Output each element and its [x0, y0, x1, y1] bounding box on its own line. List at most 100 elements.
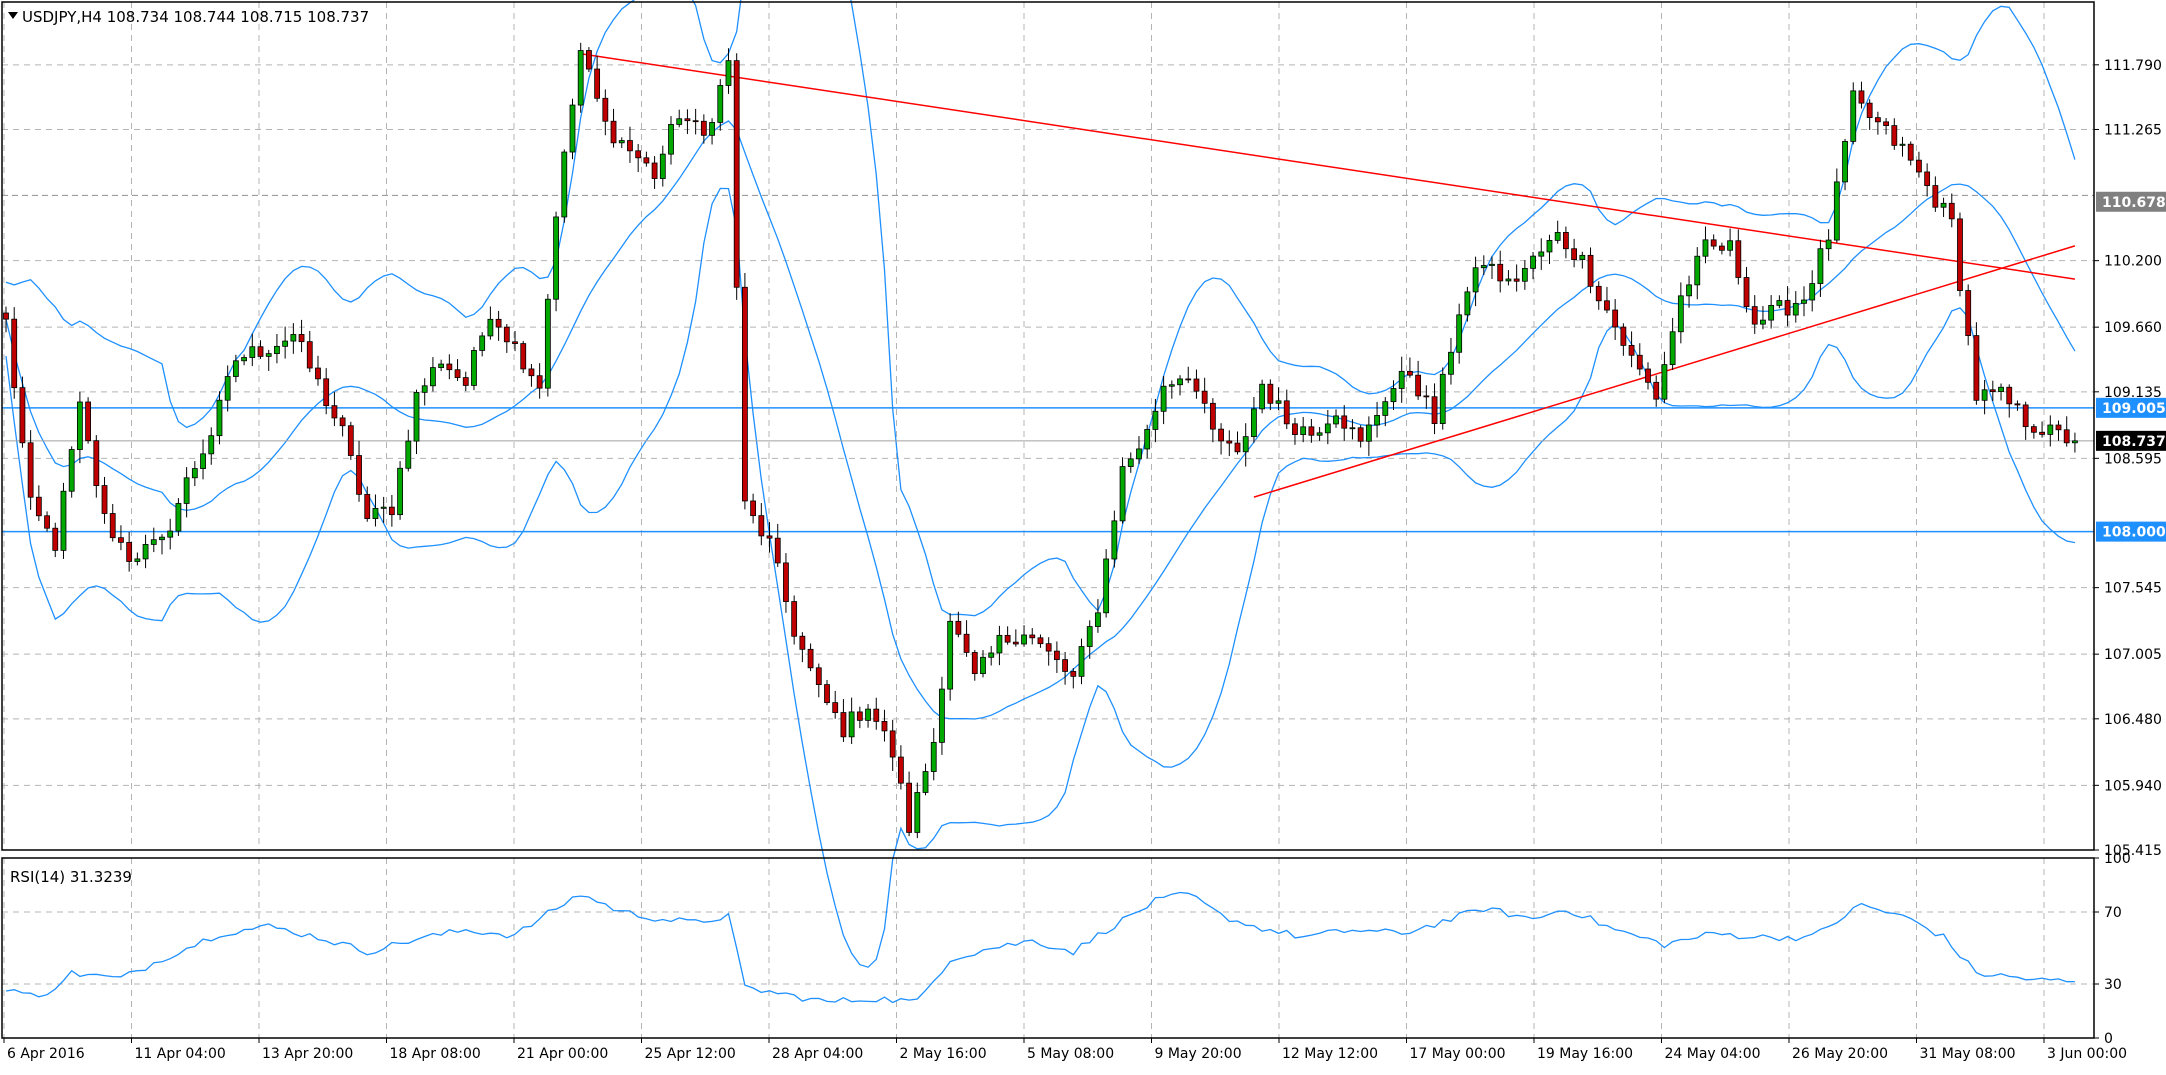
candle-body	[922, 771, 929, 793]
candle	[659, 145, 666, 187]
candle	[1784, 286, 1791, 327]
candle	[1735, 229, 1742, 285]
candle-body	[454, 369, 461, 378]
candle-body	[996, 634, 1003, 654]
candle	[1760, 306, 1766, 330]
candle-body	[848, 711, 855, 738]
candle-body	[1259, 383, 1266, 410]
candle	[914, 782, 921, 839]
candle	[495, 310, 502, 341]
candle	[807, 643, 814, 672]
candle-body	[897, 756, 904, 784]
candle	[1275, 387, 1282, 411]
candle-body	[1152, 410, 1159, 430]
candle-body	[1103, 558, 1110, 614]
candle-body	[676, 118, 683, 125]
candle-body	[1817, 248, 1824, 284]
candle-body	[323, 378, 330, 407]
candle-body	[1234, 442, 1241, 453]
candle	[1193, 369, 1200, 399]
candle	[1300, 417, 1307, 443]
candle	[1661, 351, 1668, 404]
x-tick-label: 28 Apr 04:00	[772, 1046, 863, 1062]
candle-body	[438, 363, 445, 368]
candle-body	[1563, 231, 1569, 250]
candle-body	[356, 455, 362, 495]
candle-body	[1251, 408, 1257, 438]
price-label-text: 108.000	[2102, 525, 2166, 541]
candle	[1086, 620, 1093, 659]
candle	[1530, 252, 1536, 280]
candle	[405, 429, 412, 472]
candle-body	[733, 60, 740, 288]
candle-body	[1694, 255, 1701, 286]
candle-body	[1201, 390, 1208, 404]
candle-body	[1185, 378, 1192, 381]
price-labels: 110.678 109.005 108.737 108.000	[2096, 191, 2166, 542]
candle	[1374, 401, 1380, 438]
candle-body	[750, 500, 757, 517]
candle-body	[980, 656, 986, 675]
candle	[1349, 419, 1356, 440]
candle-body	[446, 363, 453, 371]
candle	[856, 706, 863, 729]
candle	[1505, 270, 1512, 286]
x-tick-label: 17 May 00:00	[1410, 1046, 1506, 1062]
candle	[241, 354, 247, 366]
candle	[840, 699, 847, 742]
candle-body	[1357, 427, 1364, 442]
candle-body	[1300, 426, 1307, 435]
candle-body	[832, 702, 839, 713]
candle	[1144, 424, 1151, 459]
x-tick-label: 19 May 16:00	[1537, 1046, 1633, 1062]
candle-body	[569, 104, 576, 153]
grid-lines	[2, 2, 2094, 1038]
candle	[955, 611, 962, 638]
candle-body	[791, 601, 798, 637]
candle-body	[1489, 263, 1495, 266]
candle	[413, 389, 420, 454]
candle	[676, 109, 683, 128]
candle-body	[1595, 285, 1602, 302]
candle-body	[1874, 117, 1881, 123]
candle-body	[1012, 641, 1019, 645]
candle	[1382, 397, 1389, 427]
candle	[1111, 510, 1118, 568]
candle-body	[1283, 400, 1290, 425]
candle	[347, 421, 354, 460]
candle-body	[216, 399, 223, 437]
candle	[1554, 220, 1561, 244]
candle	[1694, 247, 1701, 300]
candle	[1234, 431, 1241, 455]
candle-body	[553, 216, 559, 300]
candle	[528, 364, 535, 387]
candle-body	[479, 335, 486, 351]
candle	[980, 650, 986, 678]
candle	[544, 294, 551, 397]
candlesticks	[3, 42, 2078, 839]
dropdown-triangle-icon[interactable]	[8, 12, 18, 19]
candle	[109, 504, 116, 542]
candle	[1333, 409, 1339, 428]
candle	[947, 613, 954, 701]
candle-body	[1940, 202, 1947, 208]
candle-body	[315, 367, 321, 380]
candle-body	[1333, 415, 1339, 425]
candle-body	[200, 453, 206, 469]
candle-body	[824, 684, 830, 704]
candle-body	[1218, 428, 1224, 442]
candle-body	[1398, 370, 1405, 389]
candle	[1817, 239, 1824, 297]
x-tick-label: 13 Apr 20:00	[262, 1046, 353, 1062]
candle	[1407, 357, 1413, 378]
candle	[881, 709, 888, 742]
candle-body	[1981, 389, 1988, 401]
candle	[1899, 136, 1906, 157]
candle	[331, 392, 338, 427]
candle	[774, 523, 781, 567]
candle-body	[1825, 239, 1832, 250]
candle-body	[1349, 427, 1356, 430]
candle-body	[495, 318, 502, 328]
